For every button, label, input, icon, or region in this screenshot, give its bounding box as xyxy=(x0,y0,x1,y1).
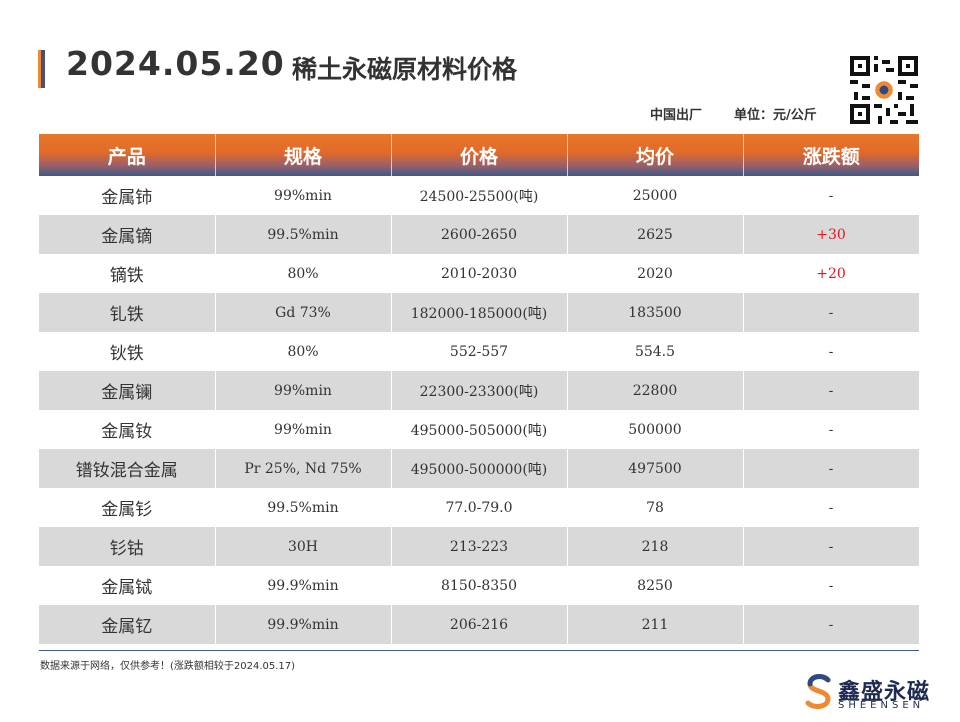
cell-change: - xyxy=(743,410,920,449)
cell-product: 镝铁 xyxy=(39,254,216,293)
brand-name: 鑫盛永磁 xyxy=(838,680,931,705)
cell-price: 182000-185000(吨) xyxy=(391,293,568,332)
source-footnote: 数据来源于网络，仅供参考！(涨跌额相较于2024.05.17) xyxy=(40,661,296,672)
table-row: 钬铁 80% 552-557 554.5- xyxy=(39,332,920,371)
column-header-change: 涨跌额 xyxy=(743,134,919,176)
page-title: 稀土永磁原材料价格 xyxy=(292,55,518,84)
cell-spec: 99.9%min xyxy=(215,566,392,605)
title-accent-bar xyxy=(38,50,45,88)
table-row: 金属钇 99.9%min 206-216 211- xyxy=(39,605,920,644)
cell-avg: 497500 xyxy=(567,449,744,488)
cell-avg: 25000 xyxy=(567,176,744,215)
cell-spec: 99.5%min xyxy=(215,215,392,254)
cell-product: 钐钴 xyxy=(39,527,216,566)
cell-price: 552-557 xyxy=(391,332,568,371)
cell-price: 495000-505000(吨) xyxy=(391,410,568,449)
cell-price: 2600-2650 xyxy=(391,215,568,254)
unit-label: 单位：元/公斤 xyxy=(734,108,817,123)
cell-avg: 8250 xyxy=(567,566,744,605)
cell-avg: 211 xyxy=(567,605,744,644)
cell-product: 金属铈 xyxy=(39,176,216,215)
cell-product: 金属钕 xyxy=(39,410,216,449)
column-header-spec: 规格 xyxy=(215,134,392,176)
cell-spec: 99.5%min xyxy=(215,488,392,527)
cell-product: 金属钇 xyxy=(39,605,216,644)
cell-spec: 30H xyxy=(215,527,392,566)
cell-change: - xyxy=(743,332,920,371)
table-row: 金属钕 99%min 495000-505000(吨) 500000- xyxy=(39,410,920,449)
table-row: 钆铁 Gd 73% 182000-185000(吨) 183500- xyxy=(39,293,920,332)
cell-product: 金属镧 xyxy=(39,371,216,410)
table-bottom-rule xyxy=(39,650,919,651)
cell-product: 钬铁 xyxy=(39,332,216,371)
cell-price: 22300-23300(吨) xyxy=(391,371,568,410)
cell-spec: 99%min xyxy=(215,176,392,215)
column-header-product: 产品 xyxy=(39,134,216,176)
origin-label: 中国出厂 xyxy=(650,108,703,123)
cell-avg: 2625 xyxy=(567,215,744,254)
cell-spec: Pr 25%, Nd 75% xyxy=(215,449,392,488)
cell-product: 金属铽 xyxy=(39,566,216,605)
price-table: 产品 规格 价格 均价 涨跌额 金属铈 99%min 24500-25500(吨) 2… xyxy=(39,134,920,644)
table-row: 金属铈 99%min 24500-25500(吨) 25000- xyxy=(39,176,920,215)
cell-product: 金属镝 xyxy=(39,215,216,254)
cell-change: - xyxy=(743,605,920,644)
cell-spec: 80% xyxy=(215,332,392,371)
cell-price: 213-223 xyxy=(391,527,568,566)
cell-change: +30 xyxy=(743,215,920,254)
table-row: 钐钴 30H 213-223 218- xyxy=(39,527,920,566)
cell-avg: 183500 xyxy=(567,293,744,332)
cell-spec: 99.9%min xyxy=(215,605,392,644)
table-row: 镨钕混合金属 Pr 25%, Nd 75% 495000-500000(吨) 4975… xyxy=(39,449,920,488)
column-header-avg: 均价 xyxy=(567,134,744,176)
cell-price: 495000-500000(吨) xyxy=(391,449,568,488)
cell-avg: 554.5 xyxy=(567,332,744,371)
report-date: 2024.05.20 xyxy=(66,44,285,83)
cell-spec: 99%min xyxy=(215,410,392,449)
cell-price: 206-216 xyxy=(391,605,568,644)
cell-change: - xyxy=(743,488,920,527)
table-row: 金属镝 99.5%min 2600-2650 2625 +30 xyxy=(39,215,920,254)
qr-code-icon xyxy=(850,56,918,124)
cell-spec: Gd 73% xyxy=(215,293,392,332)
cell-spec: 99%min xyxy=(215,371,392,410)
cell-product: 金属钐 xyxy=(39,488,216,527)
table-row: 金属钐 99.5%min 77.0-79.0 78- xyxy=(39,488,920,527)
cell-avg: 78 xyxy=(567,488,744,527)
table-row: 镝铁 80% 2010-2030 2020 +20 xyxy=(39,254,920,293)
table-row: 金属镧 99%min 22300-23300(吨) 22800- xyxy=(39,371,920,410)
brand-english-name: SHEENSEN xyxy=(838,700,925,711)
cell-avg: 2020 xyxy=(567,254,744,293)
cell-price: 8150-8350 xyxy=(391,566,568,605)
cell-change: - xyxy=(743,566,920,605)
cell-change: - xyxy=(743,371,920,410)
cell-change: - xyxy=(743,293,920,332)
cell-product: 钆铁 xyxy=(39,293,216,332)
cell-change: - xyxy=(743,449,920,488)
cell-change: - xyxy=(743,527,920,566)
cell-avg: 22800 xyxy=(567,371,744,410)
cell-change: - xyxy=(743,176,920,215)
cell-product: 镨钕混合金属 xyxy=(39,449,216,488)
s-swirl-logo-icon xyxy=(804,672,834,712)
cell-price: 24500-25500(吨) xyxy=(391,176,568,215)
cell-price: 77.0-79.0 xyxy=(391,488,568,527)
cell-change: +20 xyxy=(743,254,920,293)
table-row: 金属铽 99.9%min 8150-8350 8250- xyxy=(39,566,920,605)
cell-avg: 500000 xyxy=(567,410,744,449)
cell-avg: 218 xyxy=(567,527,744,566)
table-body: 金属铈 99%min 24500-25500(吨) 25000- 金属镝 99.5%min… xyxy=(39,176,920,644)
table-header-row: 产品 规格 价格 均价 涨跌额 xyxy=(39,134,919,176)
column-header-price: 价格 xyxy=(391,134,568,176)
cell-price: 2010-2030 xyxy=(391,254,568,293)
cell-spec: 80% xyxy=(215,254,392,293)
